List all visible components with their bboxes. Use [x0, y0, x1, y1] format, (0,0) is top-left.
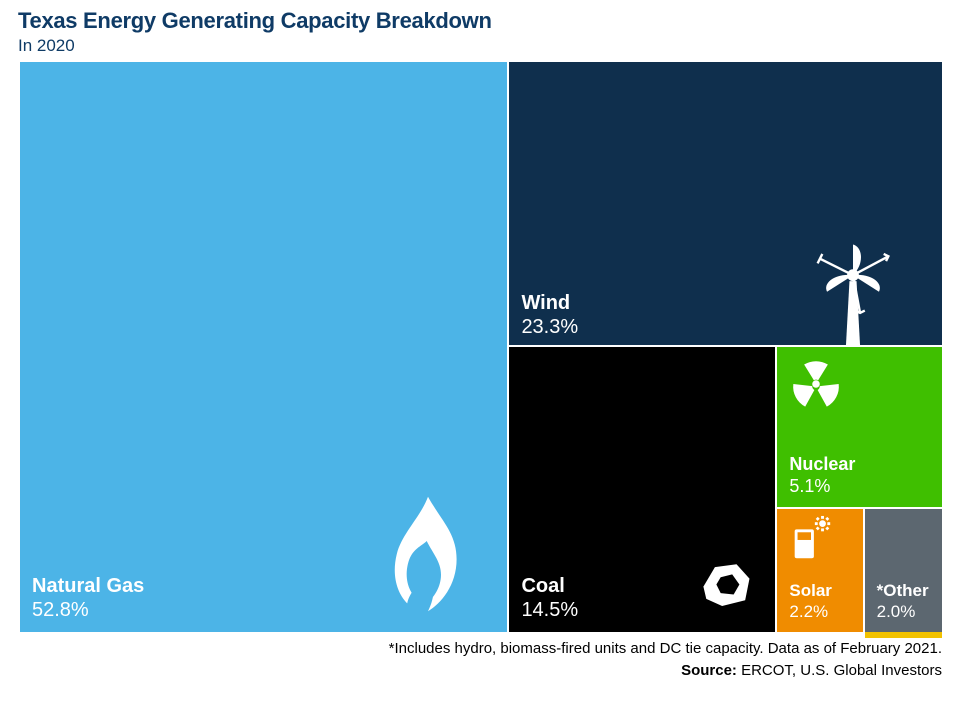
page: Texas Energy Generating Capacity Breakdo… — [0, 0, 960, 702]
tile-label: Nuclear — [789, 454, 855, 475]
tile-label: *Other — [877, 581, 929, 601]
tile-value: 2.2% — [789, 602, 828, 622]
flame-icon — [363, 489, 493, 624]
tile-wind: Wind23.3% — [508, 61, 943, 346]
tile-value: 52.8% — [32, 599, 89, 622]
source-label: Source: — [681, 662, 737, 679]
chart-subtitle: In 2020 — [18, 36, 75, 56]
tile-coal: Coal14.5% — [508, 346, 776, 633]
tile-value: 5.1% — [789, 476, 830, 497]
tile-label: Natural Gas — [32, 575, 144, 598]
treemap: Natural Gas52.8% Wind23.3% Coal14.5% Nuc… — [18, 60, 944, 634]
tile-value: 14.5% — [521, 599, 578, 622]
turbine-icon — [794, 228, 912, 351]
coal-icon — [689, 547, 761, 624]
tile-label: Coal — [521, 575, 564, 598]
solar-icon — [787, 515, 835, 568]
tile-nuclear: Nuclear5.1% — [776, 346, 943, 508]
radiation-icon — [789, 357, 843, 416]
chart-title: Texas Energy Generating Capacity Breakdo… — [18, 8, 492, 34]
tile-value: 23.3% — [521, 316, 578, 339]
tile-label: Solar — [789, 581, 832, 601]
tile-value: 2.0% — [877, 602, 916, 622]
tile-solar: Solar2.2% — [776, 508, 863, 633]
chart-footnote: *Includes hydro, biomass-fired units and… — [389, 640, 942, 657]
source-text: ERCOT, U.S. Global Investors — [741, 662, 942, 679]
tile-natural-gas: Natural Gas52.8% — [19, 61, 508, 633]
other-accent-strip — [865, 632, 942, 638]
tile-label: Wind — [521, 292, 570, 315]
chart-source: Source: ERCOT, U.S. Global Investors — [681, 662, 942, 679]
tile-other: *Other2.0% — [864, 508, 943, 633]
